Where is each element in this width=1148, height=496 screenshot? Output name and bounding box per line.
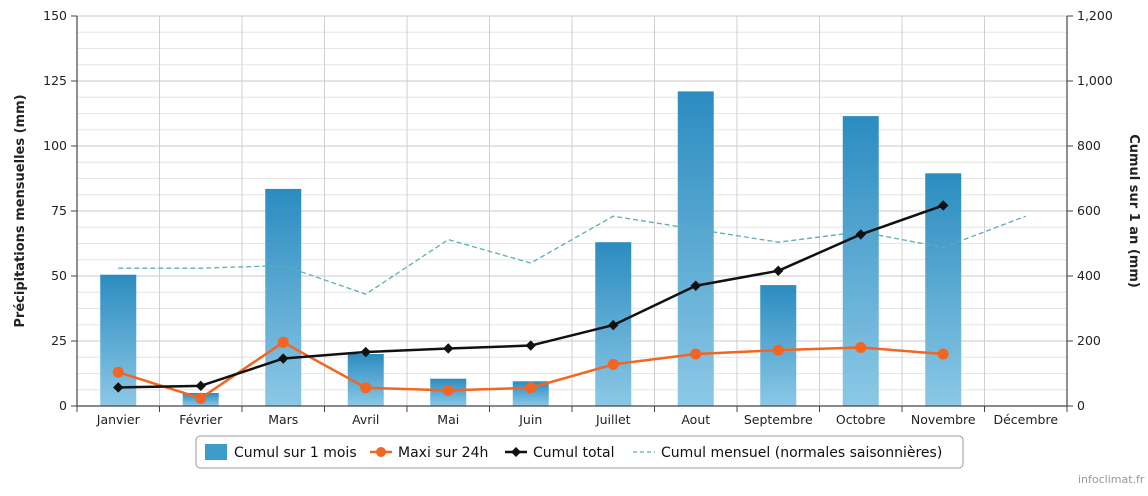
point-maxi-0 (112, 366, 124, 378)
x-tick-label: Aout (681, 412, 710, 427)
point-maxi-4 (442, 384, 454, 396)
legend-box (195, 435, 964, 469)
line-normales (118, 215, 1026, 295)
legend[interactable]: Cumul sur 1 mois Maxi sur 24h Cumul total C… (195, 435, 964, 469)
x-tick-label: Novembre (911, 412, 976, 427)
right-tick-label: 1,200 (1077, 8, 1113, 23)
point-total-1 (195, 380, 206, 392)
legend-swatch-total-point (511, 447, 521, 457)
legend-swatch-bar (205, 444, 227, 460)
left-tick-label: 150 (43, 8, 67, 23)
left-axis-ticks: 0 25 50 75 100 125 150 (43, 8, 77, 413)
x-tick-label: Septembre (744, 412, 813, 427)
x-tick-label: Juillet (595, 412, 631, 427)
series-lines (112, 200, 1026, 404)
left-tick-label: 50 (51, 268, 67, 283)
point-total-2 (278, 353, 289, 364)
bar-novembre (925, 173, 962, 406)
point-maxi-8 (772, 344, 784, 356)
point-maxi-10 (937, 348, 949, 360)
x-tick-label: Juin (518, 412, 542, 427)
left-tick-label: 125 (43, 73, 67, 88)
point-total-4 (443, 343, 454, 354)
x-axis-ticks: Janvier Février Mars Avril Mai Juin Juillet Aou… (76, 406, 1068, 427)
major-gridlines (76, 15, 1068, 407)
point-maxi-5 (525, 382, 537, 394)
point-maxi-3 (360, 382, 372, 394)
point-maxi-9 (855, 342, 867, 353)
legend-label-maxi: Maxi sur 24h (398, 445, 488, 461)
bars-cumul-mois (100, 91, 962, 407)
right-tick-label: 200 (1077, 333, 1101, 348)
right-tick-label: 400 (1077, 268, 1101, 283)
left-tick-label: 75 (51, 203, 67, 218)
point-total-5 (525, 340, 536, 351)
left-tick-label: 100 (43, 138, 67, 153)
left-tick-label: 25 (51, 333, 67, 348)
right-tick-label: 600 (1077, 203, 1101, 218)
point-maxi-7 (690, 348, 702, 360)
left-tick-label: 0 (59, 398, 67, 413)
legend-swatch-maxi-point (376, 447, 386, 457)
point-total-10 (938, 200, 949, 211)
x-tick-label: Octobre (836, 412, 886, 427)
right-axis-ticks: 0 200 400 600 800 1,000 1,200 (1067, 8, 1113, 413)
point-maxi-2 (277, 336, 289, 348)
point-total-3 (360, 346, 371, 358)
point-maxi-1 (195, 392, 207, 404)
x-tick-label: Mai (437, 412, 459, 427)
credit-text: infoclimat.fr (1078, 473, 1145, 486)
bar-mars (265, 188, 302, 406)
right-tick-label: 1,000 (1077, 73, 1113, 88)
legend-label-normales: Cumul mensuel (normales saisonnières) (661, 445, 942, 461)
x-tick-label: Décembre (993, 412, 1058, 427)
x-tick-label: Mars (268, 412, 298, 427)
x-tick-label: Avril (352, 412, 379, 427)
x-tick-label: Janvier (96, 412, 141, 427)
left-axis-title: Précipitations mensuelles (mm) (13, 94, 28, 327)
legend-label-total: Cumul total (533, 445, 615, 461)
right-tick-label: 800 (1077, 138, 1101, 153)
right-axis-title: Cumul sur 1 an (mm) (1126, 134, 1141, 288)
point-total-7 (690, 280, 701, 291)
x-tick-label: Février (179, 412, 223, 427)
point-maxi-6 (607, 358, 619, 370)
point-total-6 (608, 319, 619, 331)
point-total-8 (773, 265, 784, 276)
point-total-0 (113, 382, 124, 393)
point-total-9 (855, 229, 866, 240)
bar-octobre (842, 116, 879, 406)
legend-label-cumul-mois: Cumul sur 1 mois (234, 445, 357, 461)
right-tick-label: 0 (1077, 398, 1085, 413)
